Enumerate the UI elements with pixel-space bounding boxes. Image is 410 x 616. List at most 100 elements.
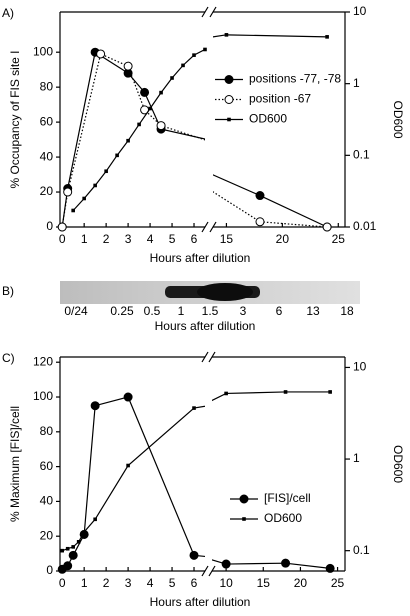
legend-marker — [227, 117, 231, 122]
marker — [192, 53, 196, 57]
legend-label: OD600 — [249, 112, 287, 126]
marker — [65, 546, 70, 551]
lane-label: 3 — [240, 304, 247, 318]
axis-break — [208, 565, 216, 577]
y2-axis-label: OD600 — [391, 445, 405, 483]
x-axis-label: Hours after dilution — [155, 319, 256, 333]
x-tick-label: 2 — [103, 576, 110, 590]
y-axis-label: % Occupancy of FIS site I — [8, 50, 22, 188]
y2-tick-label: 0.1 — [353, 543, 370, 557]
y-tick-label: 0 — [46, 219, 53, 233]
x-tick-label: 0 — [59, 576, 66, 590]
x-tick-label: 4 — [147, 576, 154, 590]
axis-break — [209, 221, 217, 233]
marker — [281, 558, 291, 568]
series-line — [212, 391, 331, 402]
marker — [82, 530, 86, 534]
marker — [192, 406, 196, 410]
axis-break — [201, 351, 209, 363]
marker — [156, 121, 166, 131]
marker — [170, 76, 174, 80]
x-tick-label: 25 — [332, 232, 346, 246]
panel-label: C) — [2, 351, 15, 365]
legend-label: [FIS]/cell — [264, 491, 311, 505]
x-tick-label: 20 — [276, 232, 290, 246]
y-tick-label: 40 — [40, 149, 54, 163]
series-line — [72, 48, 205, 211]
marker — [255, 217, 265, 227]
y-tick-label: 60 — [40, 459, 54, 473]
series-line — [61, 405, 205, 552]
y-tick-label: 100 — [33, 44, 53, 58]
x-tick-label: 1 — [81, 232, 88, 246]
x-tick-label: 5 — [169, 232, 176, 246]
lane-label: 6 — [276, 304, 283, 318]
marker — [115, 153, 119, 158]
x-tick-label: 6 — [191, 232, 198, 246]
y-tick-label: 60 — [40, 114, 54, 128]
y-tick-label: 40 — [40, 494, 54, 508]
y2-tick-label: 1 — [353, 451, 360, 465]
series-line — [213, 34, 328, 38]
marker — [140, 87, 150, 97]
y2-tick-label: 0.1 — [353, 148, 370, 162]
legend-marker — [224, 75, 234, 84]
marker — [224, 391, 228, 396]
marker — [82, 196, 86, 201]
lane-label: 0.25 — [110, 304, 134, 318]
marker — [71, 208, 75, 213]
axis-break — [201, 565, 209, 577]
marker — [126, 138, 130, 143]
marker — [137, 122, 141, 127]
lane-label: 1.5 — [202, 304, 219, 318]
x-axis-label: Hours after dilution — [150, 595, 251, 609]
marker — [123, 61, 133, 71]
marker — [71, 545, 75, 549]
lane-label: 18 — [340, 304, 354, 318]
axis-break — [201, 221, 209, 233]
x-tick-label: 4 — [147, 232, 154, 246]
marker — [148, 106, 152, 111]
y-tick-label: 100 — [33, 389, 53, 403]
panel-label: B) — [2, 284, 14, 298]
y2-axis-label: OD600 — [391, 100, 405, 138]
y-axis-label: % Maximum [FIS]/cell — [8, 406, 22, 522]
lane-label: 1 — [178, 304, 185, 318]
marker — [255, 191, 265, 201]
series-line — [212, 559, 331, 569]
x-tick-label: 0 — [59, 232, 66, 246]
x-tick-label: 10 — [219, 576, 233, 590]
marker — [203, 47, 207, 52]
marker — [104, 169, 108, 174]
y2-tick-label: 1 — [353, 76, 360, 90]
x-tick-label: 3 — [125, 576, 132, 590]
marker — [224, 33, 229, 37]
marker — [181, 63, 185, 68]
legend-marker — [239, 494, 249, 504]
marker — [328, 390, 332, 394]
series-line — [61, 51, 205, 228]
axis-break — [201, 6, 209, 18]
panel-label: A) — [2, 6, 14, 20]
series-line — [213, 174, 328, 228]
y-tick-label: 120 — [33, 354, 53, 368]
legend-label: OD600 — [264, 511, 302, 525]
marker — [322, 222, 332, 232]
marker — [96, 49, 106, 59]
axis-break — [208, 351, 216, 363]
marker — [57, 222, 67, 232]
x-tick-label: 1 — [81, 576, 88, 590]
y2-tick-label: 10 — [353, 4, 367, 18]
marker — [123, 392, 133, 402]
marker — [325, 35, 329, 39]
marker — [283, 390, 288, 394]
marker — [325, 563, 335, 573]
y-tick-label: 80 — [40, 424, 54, 438]
marker — [90, 401, 100, 411]
marker — [159, 90, 163, 95]
marker — [189, 550, 199, 560]
x-tick-label: 2 — [103, 232, 110, 246]
legend-marker — [224, 95, 234, 104]
marker — [76, 539, 81, 544]
